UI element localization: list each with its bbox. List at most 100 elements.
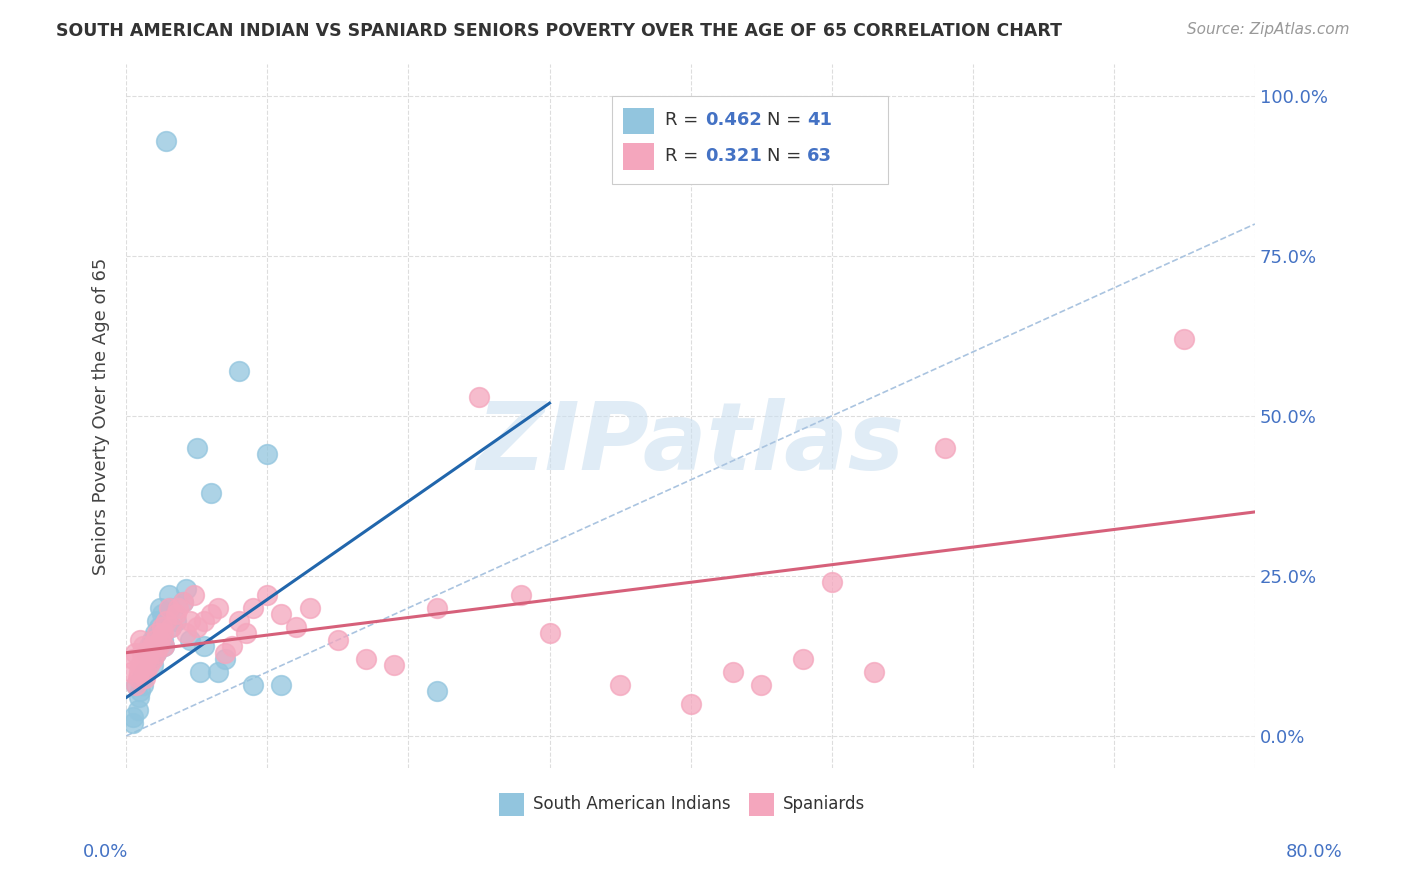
Point	[721, 665, 744, 679]
Point	[131, 646, 153, 660]
Point	[354, 652, 377, 666]
Point	[270, 678, 292, 692]
Point	[142, 652, 165, 666]
Point	[179, 632, 201, 647]
Point	[256, 447, 278, 461]
Point	[135, 665, 157, 679]
Point	[136, 646, 159, 660]
Point	[148, 640, 170, 654]
Text: South American Indians: South American Indians	[533, 796, 730, 814]
Point	[138, 658, 160, 673]
Point	[129, 632, 152, 647]
Point	[172, 594, 194, 608]
Bar	[623, 143, 654, 169]
Point	[152, 632, 174, 647]
Point	[145, 646, 167, 660]
Point	[1173, 332, 1195, 346]
Point	[139, 646, 162, 660]
Point	[207, 665, 229, 679]
Point	[160, 620, 183, 634]
Point	[284, 620, 307, 634]
Point	[150, 620, 173, 634]
Point	[609, 678, 631, 692]
Point	[792, 652, 814, 666]
Text: R =: R =	[665, 112, 703, 129]
Point	[200, 607, 222, 622]
Point	[149, 632, 172, 647]
Point	[143, 626, 166, 640]
Point	[174, 626, 197, 640]
Point	[538, 626, 561, 640]
Point	[146, 626, 169, 640]
Point	[155, 134, 177, 148]
Point	[242, 678, 264, 692]
Text: N =: N =	[768, 146, 807, 164]
Y-axis label: Seniors Poverty Over the Age of 65: Seniors Poverty Over the Age of 65	[93, 257, 110, 574]
Point	[134, 671, 156, 685]
Point	[468, 390, 491, 404]
Point	[863, 665, 886, 679]
Text: Source: ZipAtlas.com: Source: ZipAtlas.com	[1187, 22, 1350, 37]
Point	[131, 671, 153, 685]
Point	[122, 709, 145, 723]
Point	[132, 678, 155, 692]
Point	[221, 640, 243, 654]
Point	[122, 652, 145, 666]
Point	[749, 678, 772, 692]
Point	[153, 640, 176, 654]
Point	[127, 703, 149, 717]
Point	[148, 620, 170, 634]
Text: N =: N =	[768, 112, 807, 129]
Point	[142, 658, 165, 673]
Text: 0.462: 0.462	[706, 112, 762, 129]
Point	[152, 626, 174, 640]
Point	[426, 684, 449, 698]
Point	[155, 614, 177, 628]
Point	[183, 588, 205, 602]
Text: R =: R =	[665, 146, 710, 164]
Text: 63: 63	[807, 146, 832, 164]
Point	[165, 607, 187, 622]
Point	[160, 620, 183, 634]
Point	[141, 640, 163, 654]
Point	[235, 626, 257, 640]
Point	[149, 601, 172, 615]
Text: 80.0%: 80.0%	[1286, 843, 1343, 861]
Point	[186, 441, 208, 455]
Bar	[749, 793, 775, 815]
Point	[426, 601, 449, 615]
Point	[298, 601, 321, 615]
Point	[256, 588, 278, 602]
Point	[186, 620, 208, 634]
Text: 0.321: 0.321	[706, 146, 762, 164]
Point	[150, 607, 173, 622]
Point	[214, 646, 236, 660]
Point	[510, 588, 533, 602]
Point	[128, 665, 150, 679]
Point	[138, 640, 160, 654]
Point	[679, 697, 702, 711]
Point	[128, 690, 150, 705]
Point	[136, 652, 159, 666]
Point	[174, 582, 197, 596]
Text: 0.0%: 0.0%	[83, 843, 128, 861]
Point	[125, 678, 148, 692]
Point	[242, 601, 264, 615]
Point	[228, 614, 250, 628]
Text: SOUTH AMERICAN INDIAN VS SPANIARD SENIORS POVERTY OVER THE AGE OF 65 CORRELATION: SOUTH AMERICAN INDIAN VS SPANIARD SENIOR…	[56, 22, 1063, 40]
Point	[124, 646, 146, 660]
Text: 41: 41	[807, 112, 832, 129]
Point	[143, 632, 166, 647]
Point	[145, 646, 167, 660]
Point	[214, 652, 236, 666]
Point	[165, 614, 187, 628]
Point	[270, 607, 292, 622]
Point	[120, 665, 142, 679]
Point	[125, 678, 148, 692]
Point	[193, 640, 215, 654]
Bar	[623, 108, 654, 135]
Text: Spaniards: Spaniards	[783, 796, 865, 814]
Point	[167, 601, 190, 615]
Point	[821, 575, 844, 590]
Point	[159, 601, 181, 615]
